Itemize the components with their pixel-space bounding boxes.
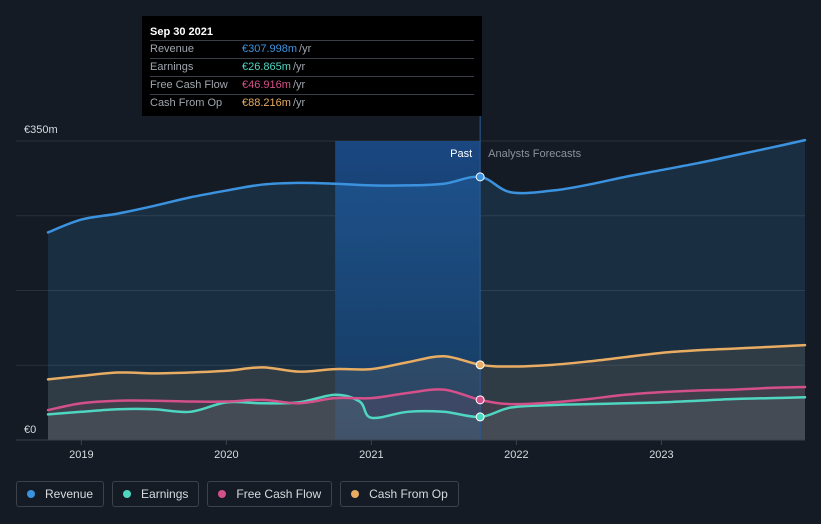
legend-dot-icon	[123, 490, 132, 498]
legend-label: Free Cash Flow	[236, 487, 322, 501]
area-earnings	[48, 394, 805, 440]
past-highlight-band	[335, 141, 481, 440]
tooltip-unit: /yr	[292, 97, 306, 109]
y-tick-label-top: €350m	[24, 124, 58, 136]
tooltip-unit: /yr	[292, 61, 306, 73]
legend-label: Earnings	[141, 487, 189, 501]
x-tick-label: 2020	[214, 449, 238, 461]
line-revenue	[46, 138, 807, 234]
marker-revenue	[475, 172, 485, 182]
legend-item-free-cash-flow[interactable]: Free Cash Flow	[207, 481, 333, 507]
tooltip-date: Sep 30 2021	[150, 26, 213, 38]
x-tick-label: 2021	[359, 449, 383, 461]
legend-label: Cash From Op	[369, 487, 448, 501]
legend-label: Revenue	[45, 487, 94, 501]
line-cash-from-op	[46, 343, 807, 381]
tooltip-row-cash-from-op: Cash From Op €88.216m /yr	[150, 94, 474, 112]
legend-dot-icon	[218, 490, 227, 498]
tooltip-value: €46.916m	[242, 79, 291, 91]
series-markers	[475, 172, 485, 422]
area-free-cash-flow	[48, 387, 805, 440]
series-lines	[46, 138, 807, 420]
forecast-label: Analysts Forecasts	[488, 148, 581, 160]
tooltip-value: €307.998m	[242, 43, 298, 55]
tooltip-value: €26.865m	[242, 61, 291, 73]
series-areas	[48, 140, 805, 440]
tooltip-unit: /yr	[299, 43, 312, 55]
area-revenue	[48, 140, 805, 440]
tooltip-label: Earnings	[150, 61, 194, 73]
legend-dot-icon	[351, 490, 360, 498]
tooltip-row-free-cash-flow: Free Cash Flow €46.916m /yr	[150, 76, 474, 94]
x-tick-label: 2022	[504, 449, 528, 461]
tooltip-label: Revenue	[150, 43, 195, 55]
legend-item-earnings[interactable]: Earnings	[112, 481, 200, 507]
tooltip-label: Cash From Op	[150, 97, 223, 109]
marker-free-cash-flow	[475, 395, 485, 405]
marker-cash-from-op	[475, 360, 485, 370]
tooltip-row-revenue: Revenue €307.998m /yr	[150, 40, 474, 58]
line-earnings	[46, 393, 807, 420]
tooltip-unit: /yr	[292, 79, 306, 91]
legend: Revenue Earnings Free Cash Flow Cash Fro…	[16, 481, 459, 507]
past-label: Past	[450, 148, 472, 160]
legend-item-revenue[interactable]: Revenue	[16, 481, 105, 507]
x-tick-label: 2019	[69, 449, 93, 461]
legend-item-cash-from-op[interactable]: Cash From Op	[340, 481, 459, 507]
tooltip: Sep 30 2021 Revenue €307.998m /yr Earnin…	[142, 16, 482, 116]
tooltip-label: Free Cash Flow	[150, 79, 228, 91]
area-cash-from-op	[48, 345, 805, 440]
x-tick-label: 2023	[649, 449, 673, 461]
marker-earnings	[475, 412, 485, 422]
x-tick-labels: 2019 2020 2021 2022 2023	[69, 440, 674, 461]
legend-dot-icon	[27, 490, 35, 498]
y-tick-label-bottom: €0	[24, 424, 36, 436]
line-free-cash-flow	[46, 385, 807, 412]
tooltip-value: €88.216m	[242, 97, 291, 109]
tooltip-row-earnings: Earnings €26.865m /yr	[150, 58, 474, 76]
